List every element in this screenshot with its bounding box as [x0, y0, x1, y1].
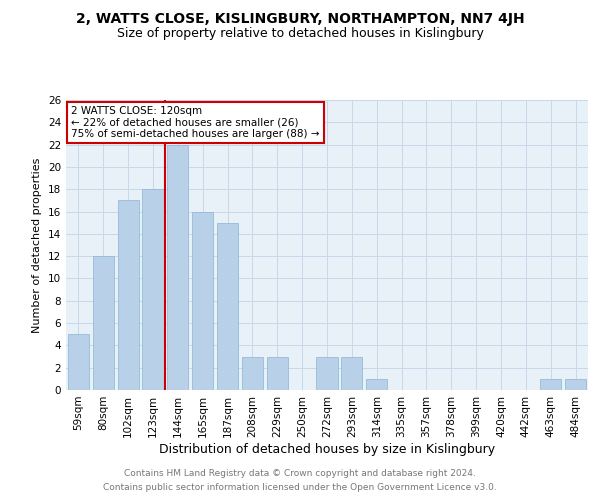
- X-axis label: Distribution of detached houses by size in Kislingbury: Distribution of detached houses by size …: [159, 442, 495, 456]
- Bar: [68, 334, 89, 390]
- Bar: [366, 379, 387, 390]
- Text: Contains HM Land Registry data © Crown copyright and database right 2024.: Contains HM Land Registry data © Crown c…: [124, 468, 476, 477]
- Text: 2, WATTS CLOSE, KISLINGBURY, NORTHAMPTON, NN7 4JH: 2, WATTS CLOSE, KISLINGBURY, NORTHAMPTON…: [76, 12, 524, 26]
- Bar: [565, 379, 586, 390]
- Bar: [242, 356, 263, 390]
- Bar: [217, 222, 238, 390]
- Bar: [540, 379, 561, 390]
- Bar: [267, 356, 288, 390]
- Text: Size of property relative to detached houses in Kislingbury: Size of property relative to detached ho…: [116, 28, 484, 40]
- Bar: [118, 200, 139, 390]
- Bar: [142, 189, 164, 390]
- Text: 2 WATTS CLOSE: 120sqm
← 22% of detached houses are smaller (26)
75% of semi-deta: 2 WATTS CLOSE: 120sqm ← 22% of detached …: [71, 106, 320, 139]
- Bar: [316, 356, 338, 390]
- Text: Contains public sector information licensed under the Open Government Licence v3: Contains public sector information licen…: [103, 484, 497, 492]
- Bar: [93, 256, 114, 390]
- Y-axis label: Number of detached properties: Number of detached properties: [32, 158, 43, 332]
- Bar: [192, 212, 213, 390]
- Bar: [341, 356, 362, 390]
- Bar: [167, 144, 188, 390]
